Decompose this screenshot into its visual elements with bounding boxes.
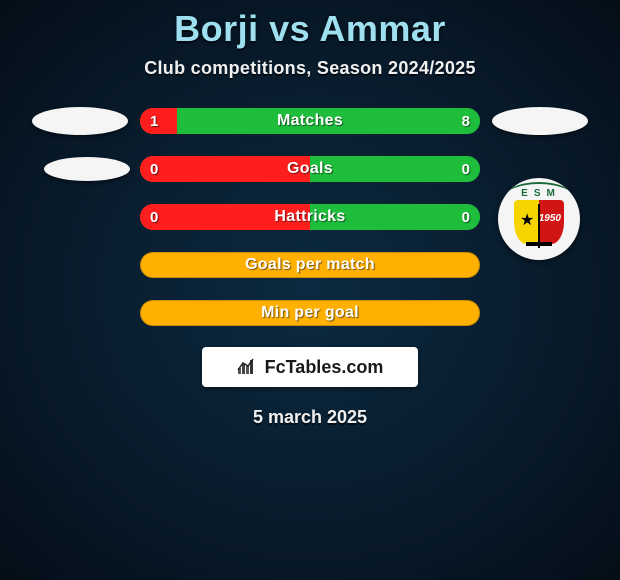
right-badge-cell <box>480 107 600 135</box>
bar-label: Matches <box>140 108 480 134</box>
root: Borji vs Ammar Club competitions, Season… <box>0 0 620 580</box>
date-label: 5 march 2025 <box>0 407 620 428</box>
stat-row: Min per goal <box>0 299 620 327</box>
subtitle: Club competitions, Season 2024/2025 <box>0 58 620 79</box>
page-title: Borji vs Ammar <box>0 8 620 50</box>
player-left-silhouette <box>32 107 128 135</box>
stat-bar: Goals per match <box>140 252 480 278</box>
player-right-club-logo: ★ 1950 ESM <box>498 178 580 260</box>
stat-bar: 00Hattricks <box>140 204 480 230</box>
club-shield: ★ 1950 <box>514 200 564 244</box>
player-left-club-oval <box>44 157 130 181</box>
club-year: 1950 <box>539 213 561 224</box>
bar-label: Hattricks <box>140 204 480 230</box>
fctables-label: FcTables.com <box>265 357 384 378</box>
stat-bar: 00Goals <box>140 156 480 182</box>
fctables-badge: FcTables.com <box>202 347 418 387</box>
bar-label: Goals per match <box>140 252 480 278</box>
bar-label: Min per goal <box>140 300 480 326</box>
left-badge-cell <box>20 107 140 135</box>
bar-chart-icon <box>237 358 259 376</box>
club-initials: ESM <box>498 188 580 199</box>
stat-row: 18Matches <box>0 107 620 135</box>
stat-bar: 18Matches <box>140 108 480 134</box>
player-right-silhouette <box>492 107 588 135</box>
bar-label: Goals <box>140 156 480 182</box>
stat-bar: Min per goal <box>140 300 480 326</box>
left-badge-cell <box>20 157 140 181</box>
star-icon: ★ <box>520 210 534 230</box>
